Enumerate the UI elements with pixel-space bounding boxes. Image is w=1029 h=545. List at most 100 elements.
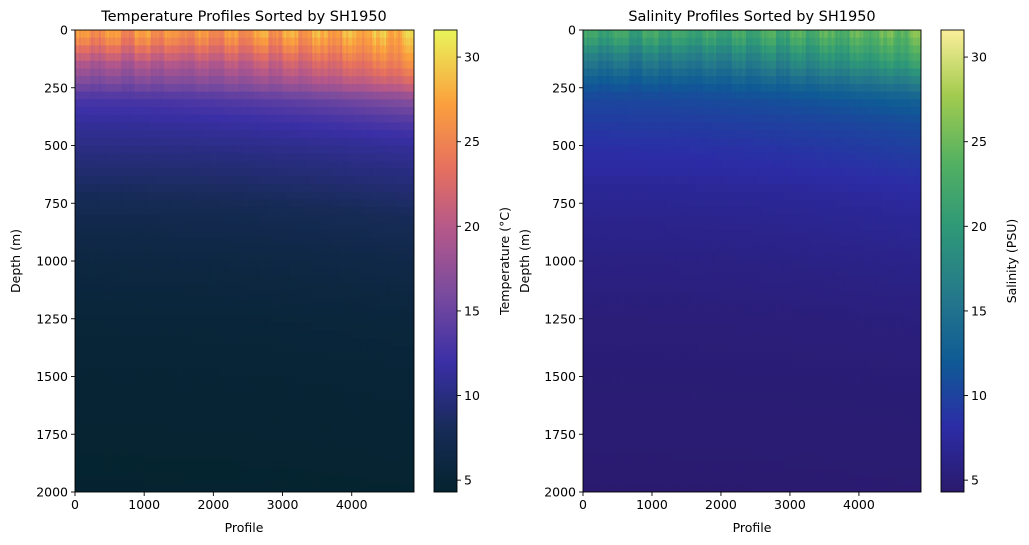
heatmap-cell xyxy=(168,291,172,301)
heatmap-cell xyxy=(160,91,164,100)
heatmap-cell xyxy=(206,122,210,131)
heatmap-cell xyxy=(168,230,172,239)
heatmap-cell xyxy=(92,307,96,316)
heatmap-cell xyxy=(190,284,194,293)
heatmap-cell xyxy=(76,122,80,131)
heatmap-cell xyxy=(108,284,112,293)
heatmap-cell xyxy=(88,284,92,293)
heatmap-cell xyxy=(232,284,236,293)
heatmap-cell xyxy=(194,438,198,447)
heatmap-cell xyxy=(164,468,168,478)
heatmap-cell xyxy=(126,461,130,470)
heatmap-cell xyxy=(144,122,148,131)
heatmap-cell xyxy=(90,299,94,308)
heatmap-cell xyxy=(138,160,142,170)
heatmap-cell xyxy=(164,399,168,408)
heatmap-cell xyxy=(168,415,172,424)
heatmap-cell xyxy=(132,153,136,162)
heatmap-cell xyxy=(224,53,228,62)
heatmap-cell xyxy=(110,430,114,439)
heatmap-cell xyxy=(226,430,230,439)
heatmap-cell xyxy=(114,468,118,478)
heatmap-cell xyxy=(234,207,238,216)
heatmap-cell xyxy=(116,199,120,208)
heatmap-cell xyxy=(166,207,170,216)
heatmap-cell xyxy=(122,160,126,170)
heatmap-cell xyxy=(84,415,88,424)
heatmap-cell xyxy=(104,199,108,208)
heatmap-cell xyxy=(112,60,116,70)
heatmap-cell xyxy=(214,461,218,470)
heatmap-cell xyxy=(192,299,196,308)
heatmap-cell xyxy=(144,376,148,385)
heatmap-cell xyxy=(208,284,212,293)
heatmap-cell xyxy=(176,476,180,485)
heatmap-cell xyxy=(82,222,86,231)
heatmap-cell xyxy=(92,422,96,431)
heatmap-cell xyxy=(144,284,148,293)
heatmap-cell xyxy=(106,214,110,224)
heatmap-cell xyxy=(132,438,136,447)
heatmap-cell xyxy=(202,214,206,224)
heatmap-cell xyxy=(90,160,94,170)
heatmap-cell xyxy=(78,307,82,316)
heatmap-cell xyxy=(92,415,96,424)
heatmap-cell xyxy=(144,99,148,108)
heatmap-cell xyxy=(100,384,104,393)
heatmap-cell xyxy=(82,207,86,216)
heatmap-cell xyxy=(75,99,78,108)
heatmap-cell xyxy=(228,237,232,247)
heatmap-cell xyxy=(148,237,152,247)
heatmap-cell xyxy=(78,253,82,262)
heatmap-cell xyxy=(180,253,184,262)
heatmap-cell xyxy=(112,222,116,231)
heatmap-cell xyxy=(222,322,226,331)
heatmap-cell xyxy=(116,322,120,331)
heatmap-cell xyxy=(198,253,202,262)
heatmap-cell xyxy=(216,415,220,424)
heatmap-cell xyxy=(202,361,206,370)
heatmap-cell xyxy=(208,214,212,224)
heatmap-cell xyxy=(204,37,208,46)
heatmap-cell xyxy=(190,245,194,254)
heatmap-cell xyxy=(176,168,180,177)
heatmap-cell xyxy=(214,207,218,216)
heatmap-cell xyxy=(234,368,238,378)
heatmap-cell xyxy=(224,176,228,185)
heatmap-cell xyxy=(106,137,110,147)
heatmap-cell xyxy=(234,253,238,262)
heatmap-cell xyxy=(220,253,224,262)
heatmap-cell xyxy=(194,30,198,39)
heatmap-cell xyxy=(178,176,182,185)
heatmap-cell xyxy=(172,476,176,485)
heatmap-cell xyxy=(144,207,148,216)
heatmap-cell xyxy=(98,314,102,324)
heatmap-cell xyxy=(206,330,210,339)
heatmap-cell xyxy=(224,261,228,270)
heatmap-cell xyxy=(100,45,104,54)
heatmap-cell xyxy=(170,145,174,154)
heatmap-cell xyxy=(228,114,232,123)
heatmap-cell xyxy=(130,361,134,370)
heatmap-cell xyxy=(120,114,124,123)
heatmap-cell xyxy=(84,214,88,224)
heatmap-cell xyxy=(96,222,100,231)
heatmap-cell xyxy=(88,391,92,401)
heatmap-cell xyxy=(186,176,190,185)
heatmap-cell xyxy=(88,122,92,131)
heatmap-cell xyxy=(124,83,128,93)
heatmap-cell xyxy=(190,407,194,416)
heatmap-cell xyxy=(114,261,118,270)
heatmap-cell xyxy=(92,284,96,293)
heatmap-cell xyxy=(174,407,178,416)
heatmap-cell xyxy=(106,261,110,270)
heatmap-cell xyxy=(170,207,174,216)
heatmap-cell xyxy=(196,291,200,301)
heatmap-cell xyxy=(178,107,182,116)
heatmap-cell xyxy=(184,253,188,262)
heatmap-cell xyxy=(230,122,234,131)
heatmap-cell xyxy=(98,99,102,108)
heatmap-cell xyxy=(228,45,232,54)
heatmap-cell xyxy=(234,214,238,224)
heatmap-cell xyxy=(222,445,226,455)
